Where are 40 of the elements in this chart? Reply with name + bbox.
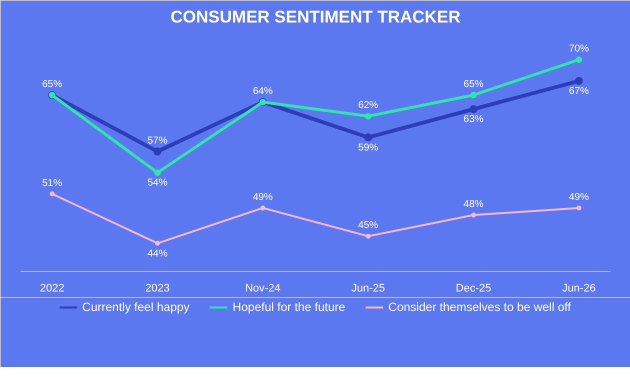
point — [576, 205, 582, 210]
data-label: 57% — [147, 136, 168, 146]
legend-label: Currently feel happy — [82, 300, 190, 314]
data-label: 67% — [568, 86, 590, 97]
point — [470, 105, 478, 114]
data-label: 49% — [252, 192, 273, 203]
point — [364, 133, 372, 142]
point — [471, 212, 476, 218]
point — [366, 234, 371, 239]
x-tick-label: 2023 — [145, 282, 170, 294]
data-label: 48% — [464, 199, 484, 210]
point — [576, 56, 582, 63]
data-label: 63% — [464, 114, 484, 126]
x-tick-label: 2022 — [40, 282, 64, 294]
data-label: 54% — [147, 178, 168, 189]
data-label: 51% — [42, 178, 62, 189]
point — [154, 169, 161, 176]
point — [50, 191, 55, 196]
data-label: 65% — [42, 79, 62, 90]
legend-label: Hopeful for the future — [232, 300, 346, 314]
point — [260, 205, 266, 210]
data-label: 49% — [568, 192, 590, 203]
data-label: 65% — [464, 79, 484, 90]
point — [153, 148, 162, 156]
x-tick-label: Jun-25 — [351, 282, 385, 294]
data-label: 59% — [358, 142, 378, 154]
data-label: 64% — [252, 86, 273, 98]
data-label: 70% — [568, 44, 590, 55]
point — [574, 76, 583, 85]
point — [364, 112, 372, 120]
data-label: 62% — [358, 100, 378, 112]
x-tick-label: Nov-24 — [245, 282, 281, 294]
point — [154, 240, 160, 246]
data-label: 44% — [147, 248, 168, 260]
chart-title: CONSUMER SENTIMENT TRACKER — [170, 8, 460, 26]
x-tick-label: Jun-26 — [562, 282, 596, 294]
data-label: 45% — [358, 220, 378, 232]
point — [470, 92, 477, 98]
x-tick-label: Dec-25 — [456, 282, 492, 294]
legend-label: Consider themselves to be well off — [388, 300, 571, 314]
